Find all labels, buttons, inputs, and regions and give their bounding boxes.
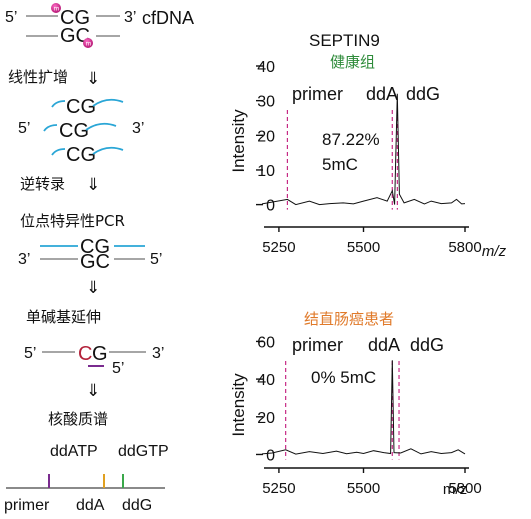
step-single-base-extension: 单碱基延伸 — [26, 308, 101, 326]
step-site-specific-pcr: 位点特异性PCR — [20, 212, 125, 230]
cfdna-top-seq: CG — [60, 7, 90, 29]
ms-cartoon: ddATP ddGTP primer ddA ddG — [4, 443, 169, 514]
chart-1-label-dda: ddA — [368, 335, 400, 355]
pcr-bottom-seq: GC — [80, 251, 110, 273]
chart-0-xtick-label-1: 5500 — [347, 239, 380, 256]
methyl-marker-top — [51, 3, 61, 13]
amplicon-3-seq: CG — [66, 144, 96, 166]
arrow-step1: ⇓ — [86, 69, 100, 88]
amplicon-3-left-tail — [51, 148, 66, 156]
chart-0-xlabel: m/z — [482, 243, 507, 260]
amplified-five-prime: 5’ — [18, 120, 30, 137]
cfdna-five-prime: 5’ — [5, 9, 17, 26]
amplicon-1-seq: CG — [66, 96, 96, 118]
step-reverse-transcription: 逆转录 — [20, 175, 65, 193]
chart-0-label-ddg: ddG — [406, 84, 440, 104]
healthy-spectrum-chart: 健康组 Intensity 0 10 20 30 40 5250 5500 5800 m/z prim… — [229, 53, 507, 260]
cfdna-duplex: 5’ CG GC m m 3’ cfDNA — [5, 3, 194, 48]
chart-1-ytick-label-2: 40 — [257, 372, 275, 389]
sbe-construct: 5’ C G 5’ 3’ — [24, 343, 164, 377]
chart-0-annotation-1: 5mC — [322, 155, 358, 174]
cfdna-label: cfDNA — [142, 8, 194, 28]
chart-0-series-0 — [261, 93, 466, 206]
amplicon-2-seq: CG — [59, 120, 89, 142]
sbe-five-prime-b: 5’ — [112, 360, 124, 377]
chart-1-ytick-label-3: 60 — [257, 334, 275, 351]
methyl-marker-bottom-label: m — [86, 41, 92, 48]
amplicon-2-left-tail — [43, 124, 58, 132]
step-mass-spectrometry: 核酸质谱 — [48, 410, 108, 428]
chart-0-xtick-label-0: 5250 — [262, 239, 295, 256]
methyl-marker-top-label: m — [54, 6, 60, 13]
chart-0-ytick-label-1: 10 — [257, 163, 275, 180]
chart-1-label-ddg: ddG — [410, 335, 444, 355]
chart-1-xtick-label-1: 5500 — [347, 480, 380, 497]
sbe-five-prime: 5’ — [24, 345, 36, 362]
chart-0-label-dda: ddA — [366, 84, 398, 104]
step-linear-amplification: 线性扩增 — [8, 68, 68, 86]
chart-1-xtick-label-2: 5800 — [448, 480, 481, 497]
sbe-g-base: G — [92, 343, 108, 365]
amplicon-2-right-tail — [85, 122, 117, 131]
chart-0-title: 健康组 — [330, 53, 375, 71]
pcr-five-prime: 5’ — [150, 251, 162, 268]
sbe-c-base: C — [78, 343, 92, 365]
ms-ddgtp-label: ddGTP — [118, 443, 169, 460]
chart-0-ytick-label-0: 0 — [266, 198, 275, 215]
cfdna-three-prime: 3’ — [124, 9, 136, 26]
pcr-seq-gap — [78, 236, 114, 268]
chart-0-annotation-0: 87.22% — [322, 130, 380, 149]
pcr-top-seq: CG — [80, 236, 110, 258]
chart-1-title: 结直肠癌患者 — [304, 310, 394, 328]
chart-0-ytick-label-2: 20 — [257, 128, 275, 145]
ms-ddatp-label: ddATP — [50, 443, 98, 460]
chart-0-ytick-label-3: 30 — [257, 94, 275, 111]
chart-1-ytick-label-0: 0 — [266, 447, 275, 464]
chart-0-ylabel: Intensity — [229, 109, 248, 173]
pcr-three-prime: 3’ — [18, 251, 30, 268]
arrow-step2: ⇓ — [86, 175, 100, 194]
amplicon-3-right-tail — [92, 146, 124, 155]
chart-1-xtick-label-0: 5250 — [262, 480, 295, 497]
gene-title: SEPTIN9 — [309, 31, 380, 50]
amplicon-1-right-tail — [92, 98, 124, 107]
chart-1-annotation-0: 0% 5mC — [311, 368, 376, 387]
pcr-duplex: 3’ CG GC 5’ — [18, 236, 162, 273]
chart-1-ylabel: Intensity — [229, 373, 248, 437]
amplicon-1-left-tail — [51, 100, 66, 108]
amplified-strands: 5’ 3’ CG CG CG — [18, 96, 144, 166]
ms-primer-label: primer — [4, 497, 50, 514]
chart-0-xtick-label-2: 5800 — [448, 239, 481, 256]
ms-ddg-label: ddG — [122, 497, 152, 514]
cfdna-bottom-seq: GC — [60, 25, 90, 47]
arrow-step3: ⇓ — [86, 278, 100, 297]
arrow-step4: ⇓ — [86, 381, 100, 400]
chart-1-ytick-label-1: 20 — [257, 410, 275, 427]
amplified-three-prime: 3’ — [132, 120, 144, 137]
ms-dda-label: ddA — [76, 497, 105, 514]
sbe-three-prime: 3’ — [152, 345, 164, 362]
methyl-marker-bottom — [83, 38, 93, 48]
workflow-panel: 5’ CG GC m m 3’ cfDNA 线性扩增 ⇓ 5’ 3’ CG CG — [4, 3, 194, 514]
chart-0-ytick-label-4: 40 — [257, 59, 275, 76]
chart-1-series-0 — [261, 360, 466, 455]
chart-1-xlabel: m/z — [443, 481, 467, 498]
chart-0-label-primer: primer — [292, 84, 343, 104]
chart-1-label-primer: primer — [292, 335, 343, 355]
cfdna-top-gap — [58, 5, 96, 27]
